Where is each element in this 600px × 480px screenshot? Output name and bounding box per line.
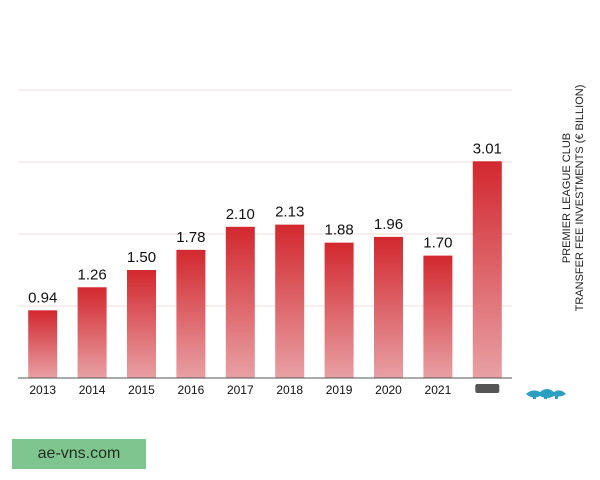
- bar: [324, 242, 354, 378]
- bar: [77, 287, 107, 378]
- bar: [374, 236, 403, 378]
- x-tick-label: 2018: [276, 383, 303, 397]
- x-tick-label: 2013: [29, 383, 56, 397]
- bar-value-label: 1.50: [127, 249, 156, 266]
- x-tick-label: 2014: [79, 383, 106, 397]
- bar-value-label: 1.88: [324, 222, 353, 239]
- bar-value-label: 3.01: [473, 140, 502, 157]
- wave-logo-icon: [526, 389, 566, 399]
- bar-value-label: 1.96: [374, 216, 403, 233]
- watermark[interactable]: ae-vns.com: [12, 439, 146, 469]
- bar-value-label: 2.10: [226, 206, 255, 223]
- bar: [28, 310, 58, 378]
- x-tick-label: 2016: [178, 383, 205, 397]
- bar-value-label: 1.26: [77, 266, 106, 283]
- bar: [472, 161, 502, 378]
- y-axis-label-line-1: PREMIER LEAGUE CLUB: [561, 132, 573, 264]
- y-axis-label-line-2: TRANSFER FEE INVESTMENTS (€ BILLION): [574, 84, 586, 312]
- bar: [176, 249, 206, 378]
- x-tick-label: 2021: [425, 383, 452, 397]
- bar: [127, 270, 156, 378]
- x-tick-label: 2015: [128, 383, 155, 397]
- x-tick-label: 2017: [227, 383, 254, 397]
- bar-value-label: 1.78: [176, 229, 205, 246]
- bar-value-label: 2.13: [275, 204, 304, 221]
- bar: [275, 224, 305, 378]
- bar: [225, 226, 255, 378]
- bar-value-label: 0.94: [28, 289, 57, 306]
- bar: [423, 255, 453, 378]
- obscured-tick-label: [475, 384, 500, 393]
- bar-value-label: 1.70: [423, 235, 452, 252]
- x-tick-label: 2020: [375, 383, 402, 397]
- x-tick-label: 2019: [326, 383, 353, 397]
